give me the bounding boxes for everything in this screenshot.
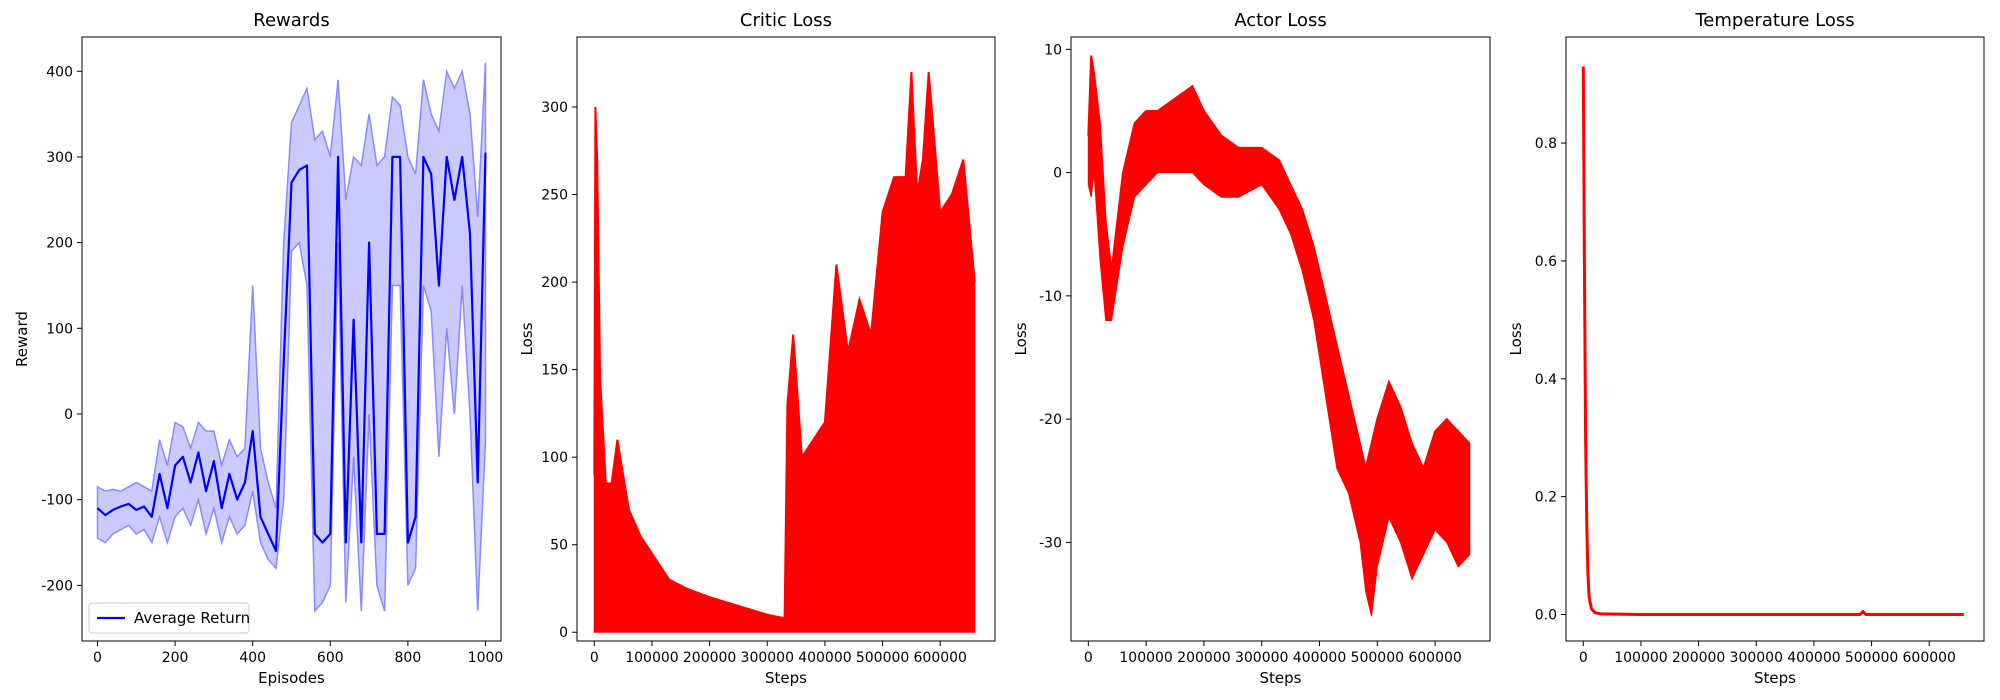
actor-loss-x-tick-label: 200000 bbox=[1177, 650, 1230, 666]
temperature-loss-x-tick-label: 0 bbox=[1579, 650, 1588, 666]
critic-loss-y-axis-label: Loss bbox=[518, 322, 536, 355]
rewards-y-axis-label: Reward bbox=[13, 311, 31, 367]
rewards-x-tick-label: 1000 bbox=[468, 650, 504, 666]
actor-loss-series-band bbox=[1087, 55, 1471, 617]
rewards-legend: Average Return bbox=[88, 602, 250, 634]
actor-loss-x-tick-label: 0 bbox=[1084, 650, 1093, 666]
actor-loss-y-tick-label: -10 bbox=[1039, 289, 1062, 305]
critic-loss-x-tick-label: 100000 bbox=[625, 650, 678, 666]
rewards-x-tick-label: 600 bbox=[317, 650, 344, 666]
rewards-chart: 0 200 400 600 800 1000 -200 -100 0 100 200 300 400 Re… bbox=[13, 10, 503, 687]
temperature-loss-title: Temperature Loss bbox=[1694, 10, 1854, 31]
critic-loss-x-axis-label: Steps bbox=[765, 669, 807, 687]
actor-loss-x-tick-label: 100000 bbox=[1119, 650, 1172, 666]
rewards-axes-frame bbox=[81, 36, 502, 642]
critic-loss-x-tick-label: 300000 bbox=[741, 650, 794, 666]
actor-loss-x-tick-label: 600000 bbox=[1408, 650, 1461, 666]
rewards-y-tick-label: 400 bbox=[46, 64, 73, 80]
actor-loss-series-envelope-line bbox=[1087, 55, 1471, 472]
actor-loss-title: Actor Loss bbox=[1234, 10, 1327, 31]
temperature-loss-x-tick-label: 500000 bbox=[1845, 650, 1898, 666]
actor-loss-x-tick-label: 300000 bbox=[1235, 650, 1288, 666]
actor-loss-y-tick-label: -30 bbox=[1039, 535, 1062, 551]
temperature-loss-x-tick-label: 600000 bbox=[1903, 650, 1956, 666]
critic-loss-x-tick-label: 500000 bbox=[856, 650, 909, 666]
temperature-loss-y-tick-label: 0.4 bbox=[1535, 372, 1557, 388]
temperature-loss-y-tick-label: 0.6 bbox=[1535, 254, 1557, 270]
rewards-x-tick-label: 400 bbox=[239, 650, 266, 666]
rewards-y-tick-label: 0 bbox=[64, 407, 73, 423]
rewards-x-axis-label: Episodes bbox=[258, 669, 325, 687]
actor-loss-chart: 0 100000 200000 300000 400000 500000 600000 -30… bbox=[1012, 10, 1491, 687]
critic-loss-title: Critic Loss bbox=[740, 10, 832, 31]
critic-loss-chart: 0 100000 200000 300000 400000 500000 600000 0 50… bbox=[518, 10, 996, 687]
actor-loss-axes-frame bbox=[1070, 36, 1491, 642]
critic-loss-y-tick-label: 200 bbox=[541, 275, 568, 291]
rewards-x-tick-label: 200 bbox=[162, 650, 189, 666]
rewards-legend-box bbox=[88, 602, 250, 634]
rewards-x-tick-label: 800 bbox=[395, 650, 422, 666]
critic-loss-plot-area bbox=[593, 71, 976, 633]
actor-loss-x-axis-label: Steps bbox=[1260, 669, 1302, 687]
critic-loss-y-tick-label: 250 bbox=[541, 188, 568, 204]
temperature-loss-x-tick-label: 100000 bbox=[1614, 650, 1667, 666]
rewards-y-tick-label: -100 bbox=[41, 493, 73, 509]
temperature-loss-series-line bbox=[1581, 66, 1964, 616]
critic-loss-y-tick-label: 100 bbox=[541, 450, 568, 466]
rewards-y-tick-label: 300 bbox=[46, 150, 73, 166]
actor-loss-x-tick-label: 500000 bbox=[1351, 650, 1404, 666]
actor-loss-plot-area bbox=[1087, 55, 1471, 617]
rewards-y-tick-label: 200 bbox=[46, 236, 73, 252]
critic-loss-x-tick-label: 200000 bbox=[683, 650, 736, 666]
critic-loss-series-envelope-line bbox=[593, 71, 976, 620]
temperature-loss-x-tick-label: 400000 bbox=[1787, 650, 1840, 666]
actor-loss-y-tick-label: 0 bbox=[1053, 166, 1062, 182]
temperature-loss-y-axis-label: Loss bbox=[1507, 322, 1525, 355]
critic-loss-y-tick-label: 300 bbox=[541, 100, 568, 116]
actor-loss-y-tick-label: 10 bbox=[1044, 42, 1062, 58]
critic-loss-x-tick-label: 600000 bbox=[914, 650, 967, 666]
rewards-x-tick-label: 0 bbox=[93, 650, 102, 666]
temperature-loss-y-tick-label: 0.8 bbox=[1535, 136, 1557, 152]
temperature-loss-chart: 0 100000 200000 300000 400000 500000 600000 0.0… bbox=[1507, 10, 1985, 687]
rewards-y-tick-label: -200 bbox=[41, 578, 73, 594]
actor-loss-y-axis-label: Loss bbox=[1012, 322, 1030, 355]
temperature-loss-axes-frame bbox=[1565, 36, 1985, 642]
critic-loss-y-tick-label: 150 bbox=[541, 363, 568, 379]
temperature-loss-x-axis-label: Steps bbox=[1754, 669, 1796, 687]
critic-loss-x-tick-label: 0 bbox=[590, 650, 599, 666]
rewards-legend-label: Average Return bbox=[134, 609, 250, 627]
temperature-loss-x-tick-label: 300000 bbox=[1730, 650, 1783, 666]
temperature-loss-y-tick-label: 0.0 bbox=[1535, 607, 1557, 623]
actor-loss-x-tick-label: 400000 bbox=[1293, 650, 1346, 666]
actor-loss-y-tick-label: -20 bbox=[1039, 412, 1062, 428]
temperature-loss-x-tick-label: 200000 bbox=[1672, 650, 1725, 666]
rewards-plot-area bbox=[96, 62, 487, 613]
rewards-y-tick-label: 100 bbox=[46, 321, 73, 337]
rewards-series-band bbox=[96, 62, 487, 613]
critic-loss-axes-frame bbox=[576, 36, 996, 642]
critic-loss-y-tick-label: 50 bbox=[550, 538, 568, 554]
rewards-title: Rewards bbox=[253, 10, 329, 31]
critic-loss-x-tick-label: 400000 bbox=[798, 650, 851, 666]
temperature-loss-y-tick-label: 0.2 bbox=[1535, 490, 1557, 506]
rewards-series-line bbox=[96, 152, 487, 553]
temperature-loss-plot-area bbox=[1581, 66, 1964, 616]
critic-loss-y-tick-label: 0 bbox=[559, 625, 568, 641]
